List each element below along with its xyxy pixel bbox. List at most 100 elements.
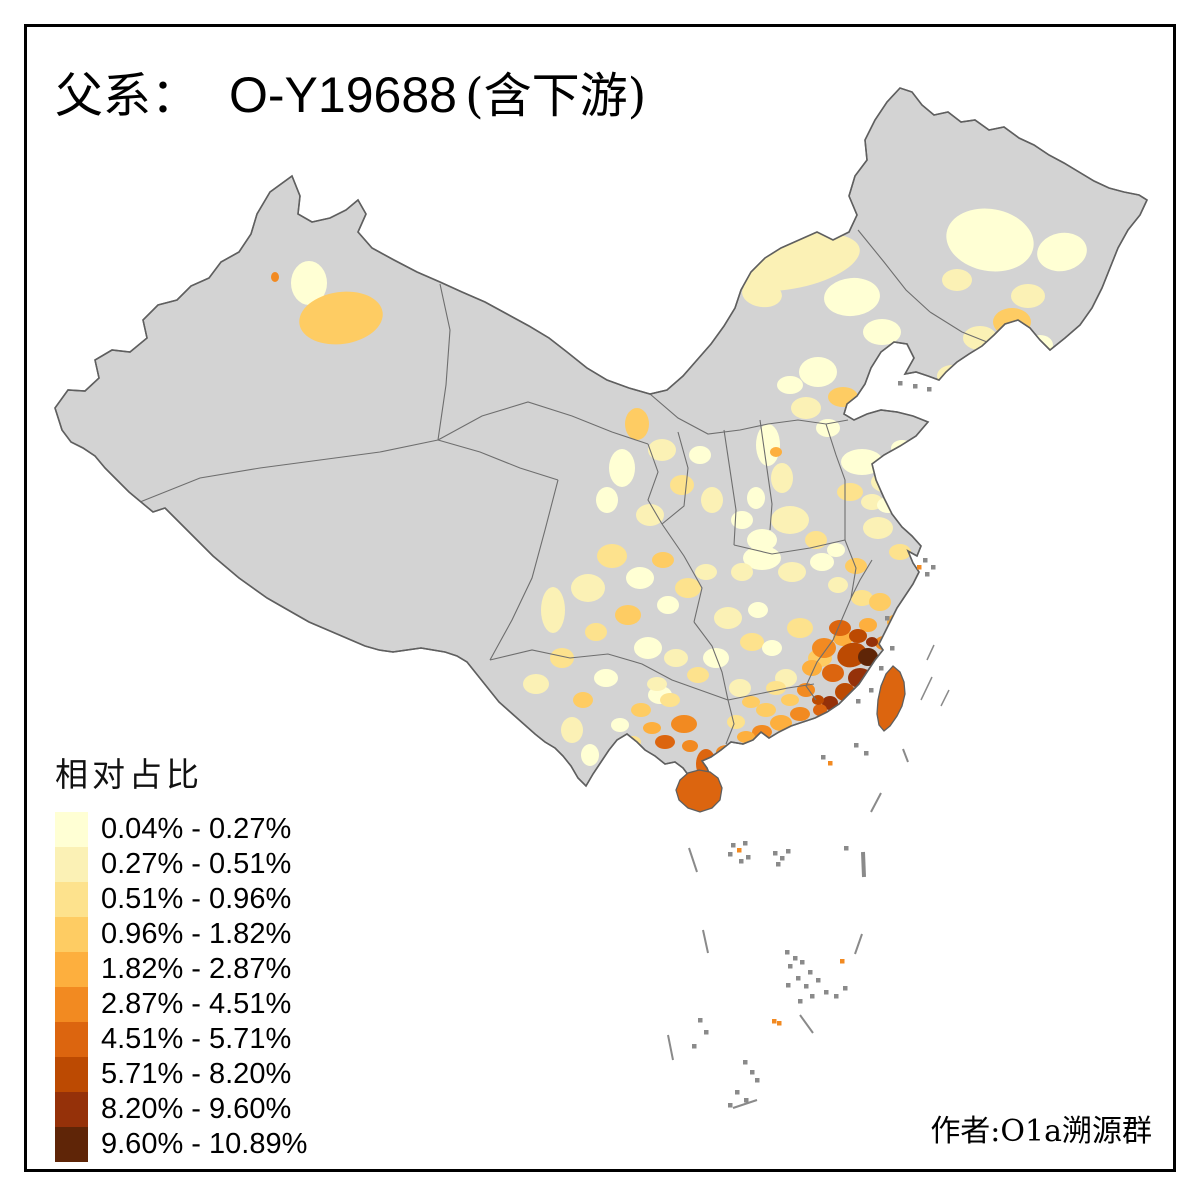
dash-segment: [926, 644, 935, 661]
legend-item: 0.04% - 0.27%: [55, 812, 307, 847]
island-speck: [786, 983, 791, 988]
prefecture-patch: [812, 695, 824, 705]
prefecture-patch: [743, 546, 781, 570]
island-speck: [804, 984, 809, 989]
island-specks: [692, 381, 936, 1108]
island-speck: [746, 855, 751, 860]
island-speck: [777, 1021, 782, 1026]
prefecture-patch: [541, 587, 565, 633]
prefecture-patch: [647, 677, 667, 691]
legend-item: 0.96% - 1.82%: [55, 917, 307, 952]
island-speck: [798, 999, 803, 1004]
island-speck: [780, 856, 785, 861]
prefecture-patch: [597, 544, 627, 568]
dash-segment: [854, 933, 863, 955]
island-speck: [737, 848, 742, 853]
prefecture-patch: [799, 357, 837, 387]
prefecture-patch: [866, 637, 878, 647]
prefecture-patch: [841, 449, 883, 475]
island-speck: [800, 960, 805, 965]
page-title: 父系： O-Y19688 (含下游): [55, 56, 646, 126]
legend-label: 9.60% - 10.89%: [101, 1128, 308, 1160]
island-speck: [821, 755, 826, 760]
legend-label: 5.71% - 8.20%: [101, 1058, 292, 1090]
dash-segment: [870, 792, 882, 813]
mainland-shape: [54, 87, 1148, 809]
prefecture-patch: [729, 679, 751, 697]
prefecture-patch: [648, 439, 676, 461]
prefecture-patch: [742, 696, 760, 708]
prefecture-patch: [863, 319, 901, 345]
prefecture-patch: [714, 607, 742, 629]
prefecture-patch: [770, 715, 792, 731]
island-speck: [925, 572, 930, 577]
attribution: 作者:O1a溯源群: [930, 1114, 1152, 1149]
hainan-island: [675, 769, 723, 813]
prefecture-patch: [731, 511, 753, 529]
prefecture-patch: [687, 667, 709, 683]
legend-swatch: [55, 1092, 88, 1127]
prefecture-patch: [810, 553, 834, 571]
island-speck: [923, 558, 928, 563]
legend-swatch: [55, 847, 88, 882]
prefecture-patch: [756, 703, 776, 717]
prefecture-patch: [829, 620, 851, 636]
prefecture-patch: [701, 487, 723, 513]
prefecture-patch: [781, 694, 799, 706]
prefecture-patch: [869, 593, 891, 611]
island-speck: [692, 1044, 697, 1049]
prefecture-patch: [770, 447, 782, 457]
prefecture-patch: [652, 552, 674, 568]
prefecture-patch: [561, 717, 583, 743]
prefecture-patch: [813, 704, 827, 716]
island-speck: [772, 1019, 777, 1024]
dash-segment: [732, 1099, 758, 1109]
title-label-zh: 父系：: [55, 68, 200, 124]
island-speck: [728, 852, 733, 857]
legend-swatch: [55, 917, 88, 952]
prefecture-patch: [664, 649, 688, 667]
prefecture-patch: [756, 424, 780, 466]
island-speck: [731, 843, 736, 848]
prefecture-patch: [827, 543, 845, 557]
island-speck: [856, 699, 861, 704]
island-speck: [785, 950, 790, 955]
prefecture-patch: [766, 681, 786, 695]
prefecture-patch: [777, 376, 803, 394]
legend-label: 0.27% - 0.51%: [101, 848, 292, 880]
prefecture-patch: [299, 291, 383, 345]
prefecture-patch: [682, 740, 698, 752]
dash-segment: [688, 847, 698, 873]
dash-segment: [702, 929, 709, 954]
island-speck: [773, 851, 778, 856]
prefecture-patch: [778, 562, 806, 582]
island-speck: [854, 743, 859, 748]
island-speck: [834, 994, 839, 999]
prefecture-patch: [291, 261, 327, 305]
island-speck: [796, 976, 801, 981]
prefecture-patch: [1011, 284, 1045, 308]
island-speck: [898, 381, 903, 386]
island-speck: [843, 986, 848, 991]
prefecture-patch: [837, 483, 863, 501]
island-speck: [844, 846, 849, 851]
prefecture-patch: [655, 735, 675, 749]
island-speck: [776, 862, 781, 867]
island-speck: [793, 956, 798, 961]
island-speck: [728, 1103, 733, 1108]
legend-item: 1.82% - 2.87%: [55, 952, 307, 987]
prefecture-patch: [615, 605, 641, 625]
prefecture-patch: [573, 692, 593, 708]
legend-swatch: [55, 1022, 88, 1057]
prefecture-patch: [859, 618, 877, 632]
prefecture-patch: [703, 648, 729, 668]
island-speck: [816, 978, 821, 983]
prefecture-patch: [797, 683, 815, 697]
island-speck: [913, 384, 918, 389]
prefecture-patch: [740, 633, 764, 651]
prefecture-patch: [771, 506, 809, 534]
prefecture-patch: [747, 529, 777, 551]
island-speck: [739, 859, 744, 864]
prefecture-patch: [747, 487, 765, 509]
